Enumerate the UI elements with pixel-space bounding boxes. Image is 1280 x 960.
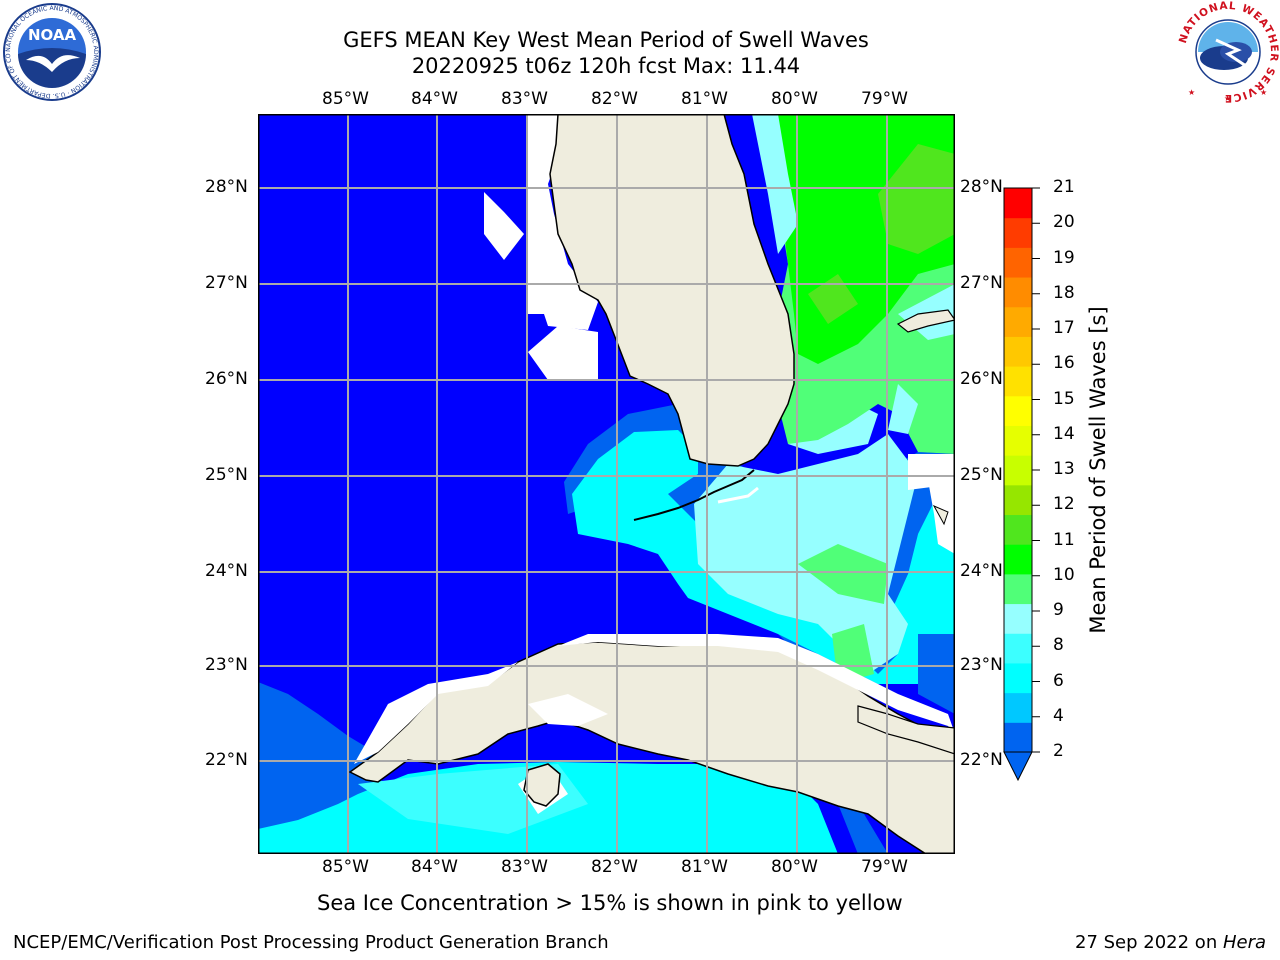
lat-label: 28°N	[205, 177, 248, 197]
colorbar-tick-label: 21	[1053, 177, 1075, 197]
colorbar-swatch	[1004, 692, 1032, 723]
colorbar-swatch	[1004, 217, 1032, 248]
lon-label: 81°W	[681, 89, 728, 109]
colorbar-swatch	[1004, 425, 1032, 456]
colorbar-swatch	[1004, 277, 1032, 308]
colorbar-swatches	[1004, 188, 1032, 753]
colorbar-tick-label: 14	[1053, 423, 1075, 444]
colorbar-swatch	[1004, 455, 1032, 486]
plot-subtitle: 20220925 t06z 120h fcst Max: 11.44	[411, 54, 801, 78]
lon-label: 85°W	[322, 857, 369, 877]
svg-text:★: ★	[1224, 94, 1231, 103]
colorbar-swatch	[1004, 484, 1032, 516]
colorbar-swatch	[1004, 514, 1032, 545]
plot-title: GEFS MEAN Key West Mean Period of Swell …	[343, 28, 869, 52]
florida-landmass	[549, 114, 795, 467]
colorbar-tick-label: 2	[1053, 741, 1064, 761]
colorbar-tick-label: 19	[1053, 247, 1075, 268]
lat-label: 27°N	[960, 273, 1003, 293]
colorbar-swatch	[1004, 188, 1032, 219]
colorbar	[1003, 187, 1040, 782]
lon-label: 81°W	[681, 857, 728, 877]
colorbar-swatch	[1004, 662, 1032, 694]
colorbar-tick-label: 4	[1053, 705, 1064, 726]
lon-label: 80°W	[771, 857, 818, 877]
nws-logo: NATIONAL WEATHER SERVICE ★ ★ ★	[1176, 0, 1280, 104]
lon-label: 84°W	[411, 89, 458, 109]
colorbar-swatch	[1004, 247, 1032, 278]
colorbar-swatch	[1004, 573, 1032, 605]
colorbar-tick-label: 12	[1053, 494, 1075, 515]
colorbar-tick-label: 9	[1053, 600, 1064, 620]
lat-label: 26°N	[205, 369, 248, 389]
lon-label: 83°W	[501, 89, 548, 109]
lon-label: 85°W	[322, 89, 369, 109]
colorbar-tick-label: 11	[1053, 529, 1075, 550]
lat-label: 23°N	[960, 655, 1003, 675]
lat-label: 25°N	[960, 465, 1003, 485]
lat-label: 22°N	[205, 750, 248, 770]
lon-label: 79°W	[861, 857, 908, 877]
colorbar-swatch	[1004, 603, 1032, 634]
lat-label: 27°N	[205, 273, 248, 293]
isle-of-youth	[523, 763, 561, 807]
lat-label: 24°N	[960, 561, 1003, 581]
colorbar-swatch	[1004, 395, 1032, 426]
footer-host: Hera	[1222, 932, 1266, 953]
colorbar-tick-label: 13	[1053, 459, 1075, 479]
footer-date: 27 Sep 2022 on	[1075, 932, 1223, 953]
colorbar-tick-label: 15	[1053, 388, 1075, 409]
colorbar-tick-label: 16	[1053, 353, 1075, 374]
map-panel	[258, 114, 955, 854]
lon-label: 84°W	[411, 857, 458, 877]
lat-label: 28°N	[960, 177, 1003, 197]
colorbar-swatch	[1004, 366, 1032, 397]
lat-label: 23°N	[205, 655, 248, 675]
no-data-region	[484, 192, 524, 260]
sea-ice-note: Sea Ice Concentration > 15% is shown in …	[317, 891, 903, 915]
colorbar-tick-label: 8	[1053, 635, 1064, 656]
lon-label: 83°W	[501, 857, 548, 877]
colorbar-swatch	[1004, 336, 1032, 367]
caribbean-swell-region	[258, 682, 498, 854]
lon-label: 80°W	[771, 89, 818, 109]
colorbar-tick-label: 6	[1053, 670, 1064, 691]
colorbar-tick-label: 10	[1053, 564, 1075, 585]
colorbar-tick-label: 20	[1053, 212, 1075, 233]
noaa-logo-text: NOAA	[28, 26, 77, 44]
noaa-logo: NATIONAL OCEANIC AND ATMOSPHERIC ADMINIS…	[0, 0, 102, 102]
svg-text:★: ★	[1188, 88, 1195, 97]
lat-label: 26°N	[960, 369, 1003, 389]
lon-label: 79°W	[861, 89, 908, 109]
colorbar-swatch	[1004, 633, 1032, 664]
lon-label: 82°W	[591, 857, 638, 877]
colorbar-label-text: Mean Period of Swell Waves [s]	[1086, 306, 1110, 634]
svg-text:★: ★	[1260, 88, 1267, 97]
lat-label: 25°N	[205, 465, 248, 485]
lat-label: 24°N	[205, 561, 248, 581]
lat-label: 22°N	[960, 750, 1003, 770]
footer-left: NCEP/EMC/Verification Post Processing Pr…	[13, 932, 609, 953]
colorbar-swatch	[1004, 544, 1032, 575]
colorbar-extend-triangle	[1003, 751, 1033, 782]
colorbar-swatch	[1004, 306, 1032, 337]
colorbar-tick-label: 18	[1053, 282, 1075, 303]
colorbar-swatch	[1004, 722, 1032, 753]
footer-right: 27 Sep 2022 on Hera	[1075, 932, 1266, 953]
lon-label: 82°W	[591, 89, 638, 109]
bahamas-islands	[896, 309, 955, 333]
colorbar-tick-label: 17	[1053, 318, 1075, 338]
map-grid	[258, 114, 955, 854]
